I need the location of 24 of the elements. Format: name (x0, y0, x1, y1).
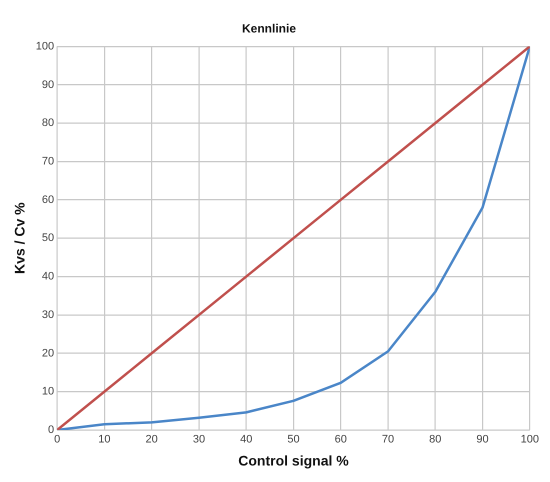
x-tick-label: 100 (520, 434, 540, 446)
y-tick-label: 80 (42, 117, 54, 130)
x-tick-label: 50 (287, 434, 300, 446)
y-tick-label: 70 (42, 156, 54, 168)
x-tick-label: 30 (192, 434, 206, 446)
y-tick-label: 20 (42, 347, 54, 360)
y-tick-label: 40 (42, 270, 54, 283)
x-tick-label: 10 (98, 434, 111, 446)
x-tick-label: 70 (382, 434, 394, 446)
x-tick-label: 90 (476, 434, 489, 446)
x-tick-label: 40 (240, 434, 252, 446)
y-tick-label: 100 (36, 40, 54, 52)
x-tick-label: 80 (429, 434, 442, 446)
y-tick-label: 30 (42, 308, 54, 321)
chart-title: Kennlinie (242, 22, 296, 36)
y-tick-label: 10 (42, 386, 54, 398)
y-tick-label: 50 (42, 232, 54, 244)
y-axis-title: Kvs / Cv % (11, 202, 28, 274)
x-axis-title: Control signal % (238, 452, 350, 468)
x-tick-label: 20 (146, 434, 158, 446)
y-tick-label: 60 (42, 194, 54, 206)
y-tick-label: 0 (48, 424, 54, 436)
x-tick-label: 60 (334, 434, 347, 446)
y-tick-label: 90 (42, 78, 54, 91)
